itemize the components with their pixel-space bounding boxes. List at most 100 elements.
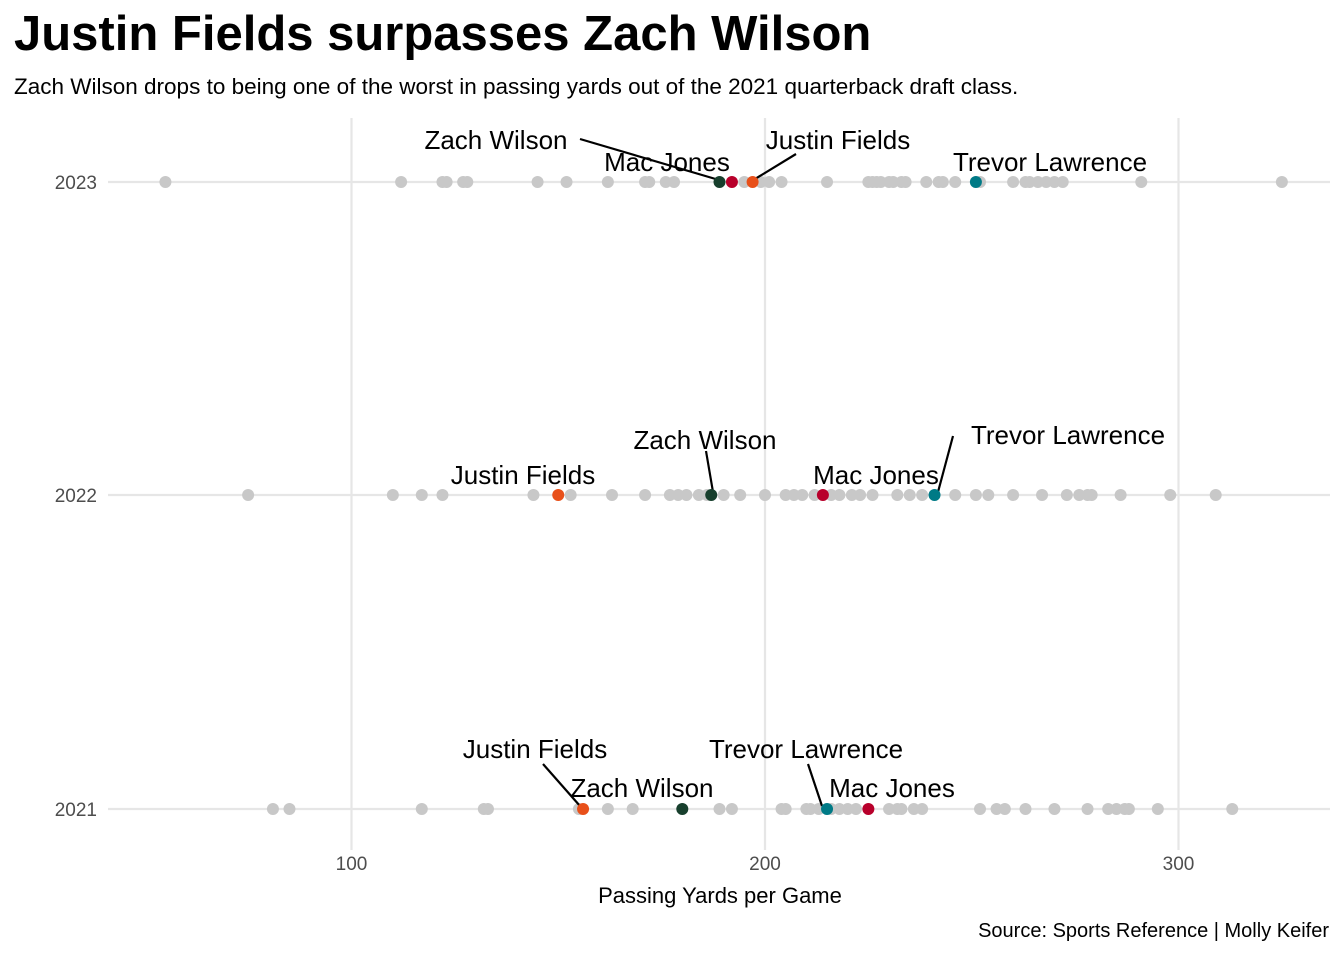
player-point — [862, 803, 875, 815]
background-point — [759, 489, 771, 501]
x-tick-label: 200 — [749, 854, 781, 875]
background-point — [891, 489, 904, 501]
background-point — [1209, 489, 1222, 501]
background-point — [920, 176, 933, 188]
background-point — [990, 803, 1003, 815]
player-label: Trevor Lawrence — [971, 420, 1165, 450]
background-point — [1110, 803, 1123, 815]
background-point — [440, 176, 453, 188]
player-label: Trevor Lawrence — [709, 734, 903, 764]
background-point — [903, 489, 916, 501]
background-point — [639, 489, 652, 501]
background-point — [866, 489, 879, 501]
background-point — [1023, 176, 1036, 188]
player-point — [969, 176, 982, 188]
background-point — [883, 803, 896, 815]
chart-caption: Source: Sports Reference | Molly Keifer — [978, 920, 1329, 942]
player-label: Justin Fields — [766, 125, 911, 155]
background-point — [887, 176, 900, 188]
background-point — [804, 803, 817, 815]
player-point — [821, 803, 834, 815]
background-point — [833, 803, 846, 815]
background-point — [1122, 803, 1135, 815]
background-point — [845, 489, 858, 501]
background-point — [849, 803, 862, 815]
background-point — [895, 803, 908, 815]
background-point — [668, 176, 681, 188]
background-point — [1007, 176, 1020, 188]
background-point — [1085, 489, 1098, 501]
background-point — [763, 176, 776, 188]
background-point — [1019, 803, 1032, 815]
background-point — [854, 489, 867, 501]
background-point — [787, 489, 800, 501]
background-point — [1060, 489, 1073, 501]
player-label: Mac Jones — [604, 147, 730, 177]
background-point — [415, 489, 428, 501]
background-point — [1102, 803, 1115, 815]
background-point — [692, 489, 705, 501]
x-tick-label: 300 — [1163, 854, 1195, 875]
background-point — [1081, 803, 1094, 815]
background-point — [825, 489, 838, 501]
background-point — [982, 489, 995, 501]
background-point — [283, 803, 296, 815]
player-labels: Justin Fields Justin Fields Justin Fields Z… — [424, 125, 1165, 803]
background-point — [754, 176, 767, 188]
player-point — [713, 176, 726, 188]
player-point — [746, 176, 759, 188]
background-point — [436, 489, 449, 501]
background-point — [1073, 489, 1086, 501]
background-point — [1036, 489, 1049, 501]
background-point — [1164, 489, 1177, 501]
background-point — [775, 176, 788, 188]
background-point — [386, 489, 399, 501]
x-axis-title: Passing Yards per Game — [598, 883, 842, 908]
highlighted-points — [552, 176, 982, 815]
background-point — [821, 176, 834, 188]
player-label: Zach Wilson — [570, 773, 713, 803]
player-label: Zach Wilson — [424, 125, 567, 155]
y-tick-label: 2022 — [55, 486, 97, 507]
background-points — [159, 176, 1288, 815]
background-point — [1135, 176, 1148, 188]
background-point — [1056, 176, 1069, 188]
background-point — [527, 489, 540, 501]
player-label: Justin Fields — [451, 460, 596, 490]
player-label: Mac Jones — [829, 773, 955, 803]
label-leader-lines — [542, 137, 955, 807]
background-point — [916, 803, 929, 815]
label-leader-line — [579, 137, 720, 182]
player-point — [705, 489, 718, 501]
background-point — [1031, 176, 1044, 188]
background-point — [969, 489, 982, 501]
background-point — [1226, 803, 1239, 815]
background-point — [936, 176, 949, 188]
background-point — [841, 803, 854, 815]
background-point — [725, 803, 738, 815]
background-point — [949, 176, 962, 188]
background-point — [1048, 803, 1061, 815]
background-point — [606, 489, 619, 501]
background-point — [461, 176, 474, 188]
background-point — [266, 803, 279, 815]
background-point — [916, 489, 929, 501]
background-point — [949, 489, 962, 501]
background-point — [672, 489, 685, 501]
player-label: Trevor Lawrence — [953, 147, 1147, 177]
background-point — [796, 489, 809, 501]
x-tick-label: 100 — [336, 854, 368, 875]
label-leader-line — [936, 435, 955, 493]
background-point — [1040, 176, 1053, 188]
background-point — [874, 176, 887, 188]
player-point — [725, 176, 738, 188]
background-point — [734, 489, 747, 501]
axis-layer: 100 200 300 2021 2022 2023 — [55, 173, 1195, 875]
background-point — [659, 176, 672, 188]
background-point — [663, 489, 676, 501]
background-point — [1151, 803, 1164, 815]
background-point — [713, 803, 726, 815]
player-point — [676, 803, 689, 815]
background-point — [1007, 489, 1020, 501]
